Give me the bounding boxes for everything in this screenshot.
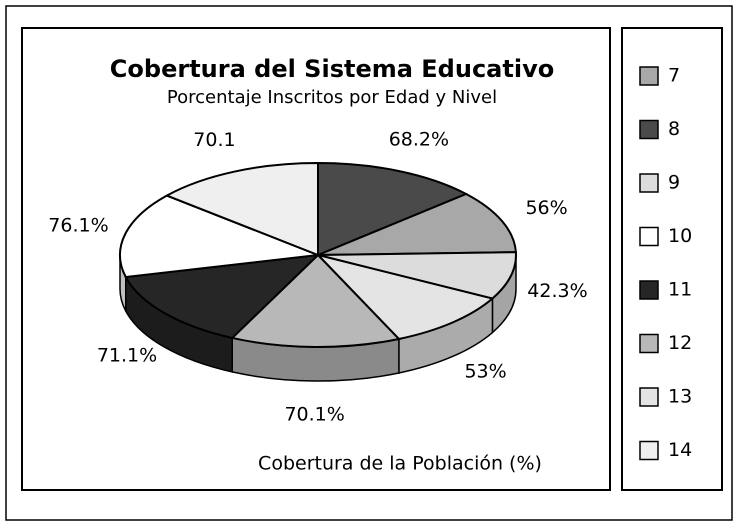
data-label: 70.1 xyxy=(193,129,235,151)
pie-slice xyxy=(230,253,401,348)
legend-label: 14 xyxy=(668,439,692,461)
pie-slice xyxy=(164,161,319,257)
data-label: 76.1% xyxy=(48,215,108,237)
pie-slice xyxy=(317,161,469,257)
pie-slice xyxy=(314,253,495,341)
caption: Cobertura de la Población (%) xyxy=(258,453,542,475)
legend-swatch xyxy=(639,119,659,140)
legend-label: 8 xyxy=(668,118,680,140)
data-label: 70.1% xyxy=(284,403,344,425)
side-shade xyxy=(125,276,233,372)
pie-slice xyxy=(317,251,517,300)
chart-subtitle: Porcentaje Inscritos por Edad y Nivel xyxy=(167,87,497,108)
plot-frame xyxy=(21,27,611,491)
legend-swatch xyxy=(639,226,659,247)
data-label: 68.2% xyxy=(389,129,449,151)
data-label: 42.3% xyxy=(527,280,587,302)
legend-label: 10 xyxy=(668,225,692,247)
legend-label: 7 xyxy=(668,65,680,87)
legend-swatch xyxy=(639,333,659,354)
legend-label: 11 xyxy=(668,279,692,301)
legend-swatch xyxy=(639,440,659,461)
chart-title: Cobertura del Sistema Educativo xyxy=(110,55,554,83)
legend-swatch xyxy=(639,173,659,193)
side-shade xyxy=(492,255,516,333)
pie-slice xyxy=(119,194,319,279)
side-shade xyxy=(232,337,399,382)
legend-swatch xyxy=(639,387,659,407)
side-shade xyxy=(398,298,493,373)
pie-slice xyxy=(317,192,517,256)
data-label: 56% xyxy=(525,197,567,219)
pie-slice xyxy=(124,253,321,340)
legend-frame xyxy=(621,27,723,491)
legend-swatch xyxy=(639,280,659,300)
legend-label: 12 xyxy=(668,332,692,354)
data-label: 53% xyxy=(464,361,506,383)
legend-label: 13 xyxy=(668,386,692,408)
data-label: 71.1% xyxy=(97,344,157,366)
outer-frame xyxy=(5,5,733,521)
legend-label: 9 xyxy=(668,172,680,194)
legend-swatch xyxy=(639,66,659,86)
